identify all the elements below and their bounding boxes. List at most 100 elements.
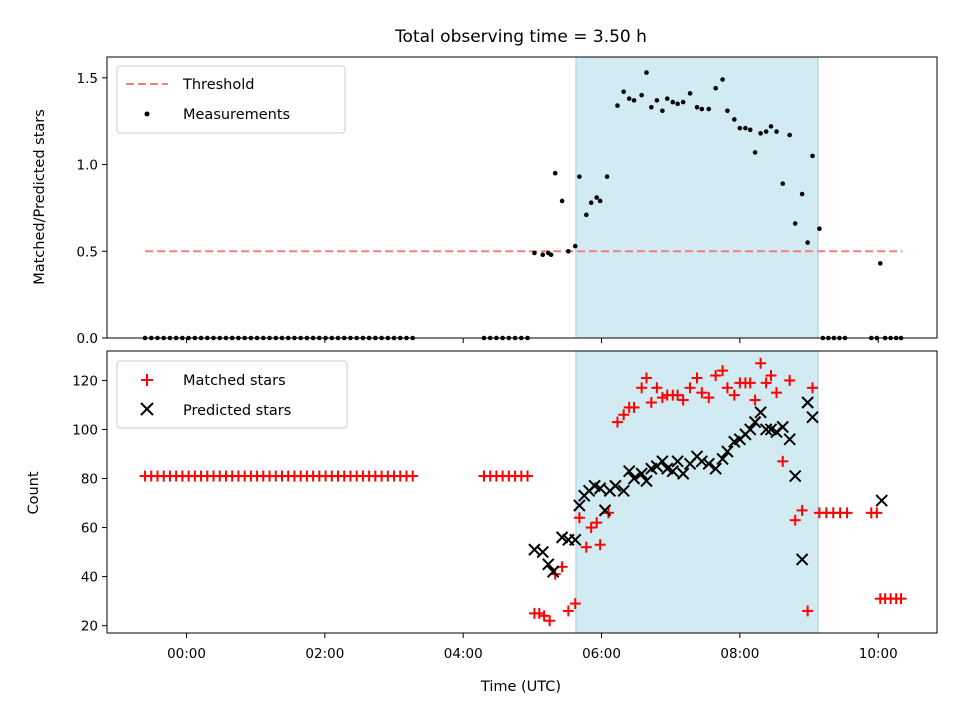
measurement-point <box>584 212 589 218</box>
predicted-star-point <box>666 464 679 478</box>
ratio-legend-box <box>116 65 346 134</box>
predicted-star-point <box>671 455 684 468</box>
predicted-star-point <box>546 565 560 578</box>
matched-star-point <box>580 541 592 553</box>
measurement-point <box>787 132 792 138</box>
predicted-star-point <box>593 482 607 495</box>
measurement-point <box>720 77 725 82</box>
y-tick-label: 0.5 <box>77 244 98 260</box>
measurement-point <box>588 200 594 206</box>
matched-star-point <box>696 387 708 399</box>
measurement-point <box>758 131 763 136</box>
legend-measurements-swatch <box>144 111 150 117</box>
measurement-point <box>810 153 815 159</box>
matched-star-point <box>691 372 703 384</box>
measurement-point <box>559 198 565 204</box>
matched-star-point <box>749 394 761 406</box>
predicted-star-point <box>754 406 767 419</box>
matched-star-point <box>636 382 648 394</box>
matched-star-point <box>645 396 657 408</box>
measurement-point <box>725 108 730 114</box>
matched-star-point <box>807 382 818 394</box>
count-legend-box <box>116 360 348 429</box>
predicted-star-point <box>536 545 549 559</box>
y-tick-label: 1.5 <box>77 71 98 87</box>
measurement-point <box>799 191 805 197</box>
ratio-y-axis-label: Matched/Predicted stars <box>32 109 48 285</box>
predicted-star-point <box>623 464 636 478</box>
measurement-point <box>654 98 660 103</box>
matched-star-point <box>710 370 722 382</box>
measurement-point <box>774 129 779 134</box>
predicted-star-point <box>716 452 729 466</box>
predicted-star-point <box>542 558 555 571</box>
x-tick-label: 06:00 <box>582 646 621 662</box>
count-axes-frame <box>106 350 938 634</box>
matched-star-point <box>721 382 733 394</box>
matched-star-point <box>841 507 853 519</box>
matched-star-point <box>569 598 581 610</box>
predicted-star-point <box>528 543 541 556</box>
measurement-point <box>737 125 743 131</box>
matched-star-point <box>717 365 729 377</box>
matched-star-point <box>594 539 606 551</box>
legend-predicted-swatch <box>140 402 154 416</box>
measurement-point <box>743 125 748 131</box>
ratio-y-ticks: 0.0 0.5 1.0 1.5 <box>77 71 107 347</box>
matched-star-point <box>755 357 767 369</box>
matched-star-point <box>628 401 640 413</box>
matched-star-point <box>522 470 534 482</box>
count-y-ticks: 20 40 60 80 100 120 <box>72 373 107 635</box>
y-tick-label: 100 <box>72 422 98 438</box>
predicted-star-point <box>640 474 653 488</box>
measurement-point <box>626 96 632 101</box>
predicted-star-point <box>617 484 630 497</box>
measurement-point <box>649 105 654 110</box>
predicted-star-point <box>789 469 802 483</box>
matched-star-point <box>789 514 801 526</box>
matched-star-point <box>802 605 814 617</box>
ratio-panel: 0.0 0.5 1.0 1.5 Matched/Predicted stars Thr… <box>32 56 938 347</box>
measurement-point <box>877 261 883 266</box>
predicted-star-point <box>635 467 648 480</box>
measurement-point <box>817 226 822 232</box>
predicted-star-point <box>801 396 814 409</box>
x-tick-label: 10:00 <box>859 646 898 662</box>
matched-star-point <box>651 382 663 394</box>
predicted-star-point <box>744 423 757 436</box>
predicted-star-point <box>702 457 715 471</box>
count-shaded-region <box>575 350 819 634</box>
matched-star-point <box>544 615 556 627</box>
x-tick-label: 04:00 <box>444 646 483 662</box>
predicted-star-points <box>528 396 888 578</box>
y-tick-label: 120 <box>72 373 98 389</box>
y-tick-label: 40 <box>81 570 98 586</box>
x-tick-label: 00:00 <box>167 646 206 662</box>
predicted-star-point <box>656 455 669 468</box>
measurement-point <box>540 252 546 258</box>
matched-star-point <box>591 517 603 529</box>
legend-measurements-label: Measurements <box>183 107 290 123</box>
matched-star-point <box>585 522 597 534</box>
measurement-point <box>713 85 718 91</box>
count-legend: Matched stars Predicted stars <box>116 360 348 429</box>
count-y-axis-label: Count <box>26 471 42 514</box>
legend-matched-swatch <box>141 374 153 386</box>
measurement-point <box>732 117 737 122</box>
measurement-point <box>577 174 582 179</box>
predicted-star-point <box>709 462 722 475</box>
matched-star-point <box>871 507 883 519</box>
measurement-point <box>752 150 758 155</box>
measurement-point <box>747 127 753 133</box>
measurement-point <box>594 195 599 200</box>
ratio-shaded-region <box>575 56 819 339</box>
measurement-point <box>644 70 649 75</box>
predicted-star-point <box>609 479 622 493</box>
measurement-point <box>572 243 578 249</box>
y-tick-label: 80 <box>81 472 98 488</box>
predicted-star-point <box>875 494 888 507</box>
ratio-legend: Threshold Measurements <box>116 65 346 134</box>
count-panel: 20 40 60 80 100 120 00:00 02:00 04:00 06:00 08:00… <box>26 350 938 695</box>
measurement-point <box>699 106 705 112</box>
matched-star-point <box>677 394 689 406</box>
